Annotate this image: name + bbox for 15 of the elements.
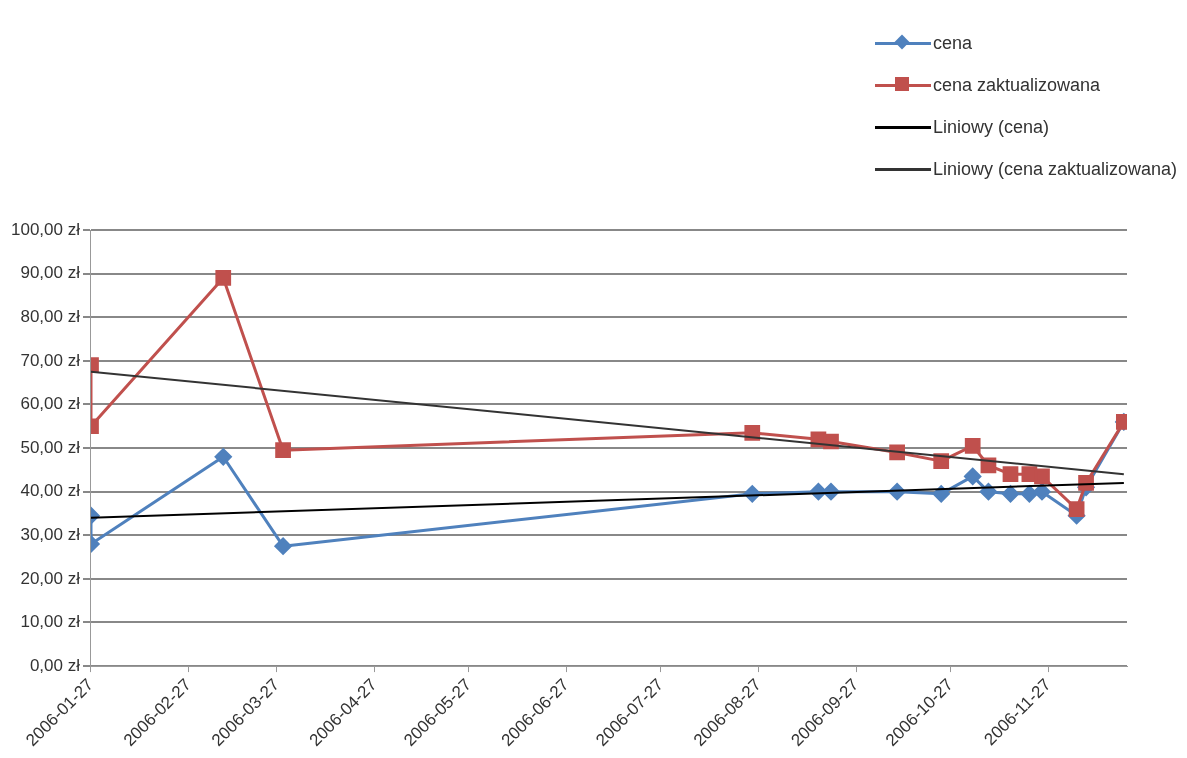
y-tick-label: 80,00 zł [20,306,81,326]
y-tick-label: 10,00 zł [20,612,81,632]
legend-label: Liniowy (cena zaktualizowana) [932,158,1177,180]
legend-label: cena zaktualizowana [932,74,1100,96]
y-tick-label: 90,00 zł [20,263,81,283]
y-tick-label: 60,00 zł [20,394,81,414]
y-tick-label: 20,00 zł [20,568,81,588]
y-tick-label: 30,00 zł [20,524,81,544]
y-tick-label: 50,00 zł [20,437,81,457]
y-tick-label: 0,00 zł [29,655,81,675]
y-tick-label: 40,00 zł [20,481,81,501]
legend-label: cena [932,32,972,54]
y-tick-label: 70,00 zł [20,350,81,370]
legend-label: Liniowy (cena) [932,116,1049,138]
y-tick-label: 100,00 zł [11,219,81,239]
